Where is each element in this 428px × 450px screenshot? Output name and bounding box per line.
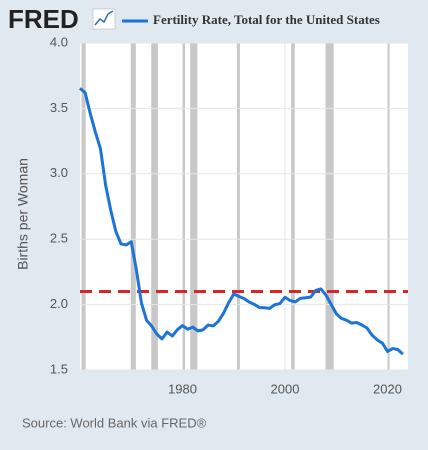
y-tick-label: 1.5 [50, 361, 68, 376]
x-tick-label: 2000 [271, 381, 300, 396]
recession-bar [81, 43, 86, 370]
source: Source: World Bank via FRED® [22, 415, 207, 430]
y-tick-label: 4.0 [50, 34, 68, 49]
y-tick-label: 3.0 [50, 165, 68, 180]
y-tick-label: 2.5 [50, 231, 68, 246]
recession-bar [130, 43, 136, 370]
recession-bar [151, 43, 158, 370]
recession-bar [325, 43, 334, 370]
logo-icon [92, 8, 116, 30]
x-tick-label: 2020 [373, 381, 402, 396]
y-tick-label: 2.0 [50, 296, 68, 311]
x-tick-label: 1980 [168, 381, 197, 396]
data-line [79, 87, 404, 356]
recession-bar [182, 43, 186, 370]
plot-area [80, 43, 408, 370]
recession-bar [291, 43, 295, 370]
recession-bar [236, 43, 240, 370]
y-axis-title: Births per Woman [15, 158, 31, 270]
recession-bar [388, 43, 390, 370]
logo: FRED [8, 4, 79, 34]
y-tick-label: 3.5 [50, 100, 68, 115]
legend-label: Fertility Rate, Total for the United Sta… [153, 12, 380, 27]
recession-bar [190, 43, 198, 370]
